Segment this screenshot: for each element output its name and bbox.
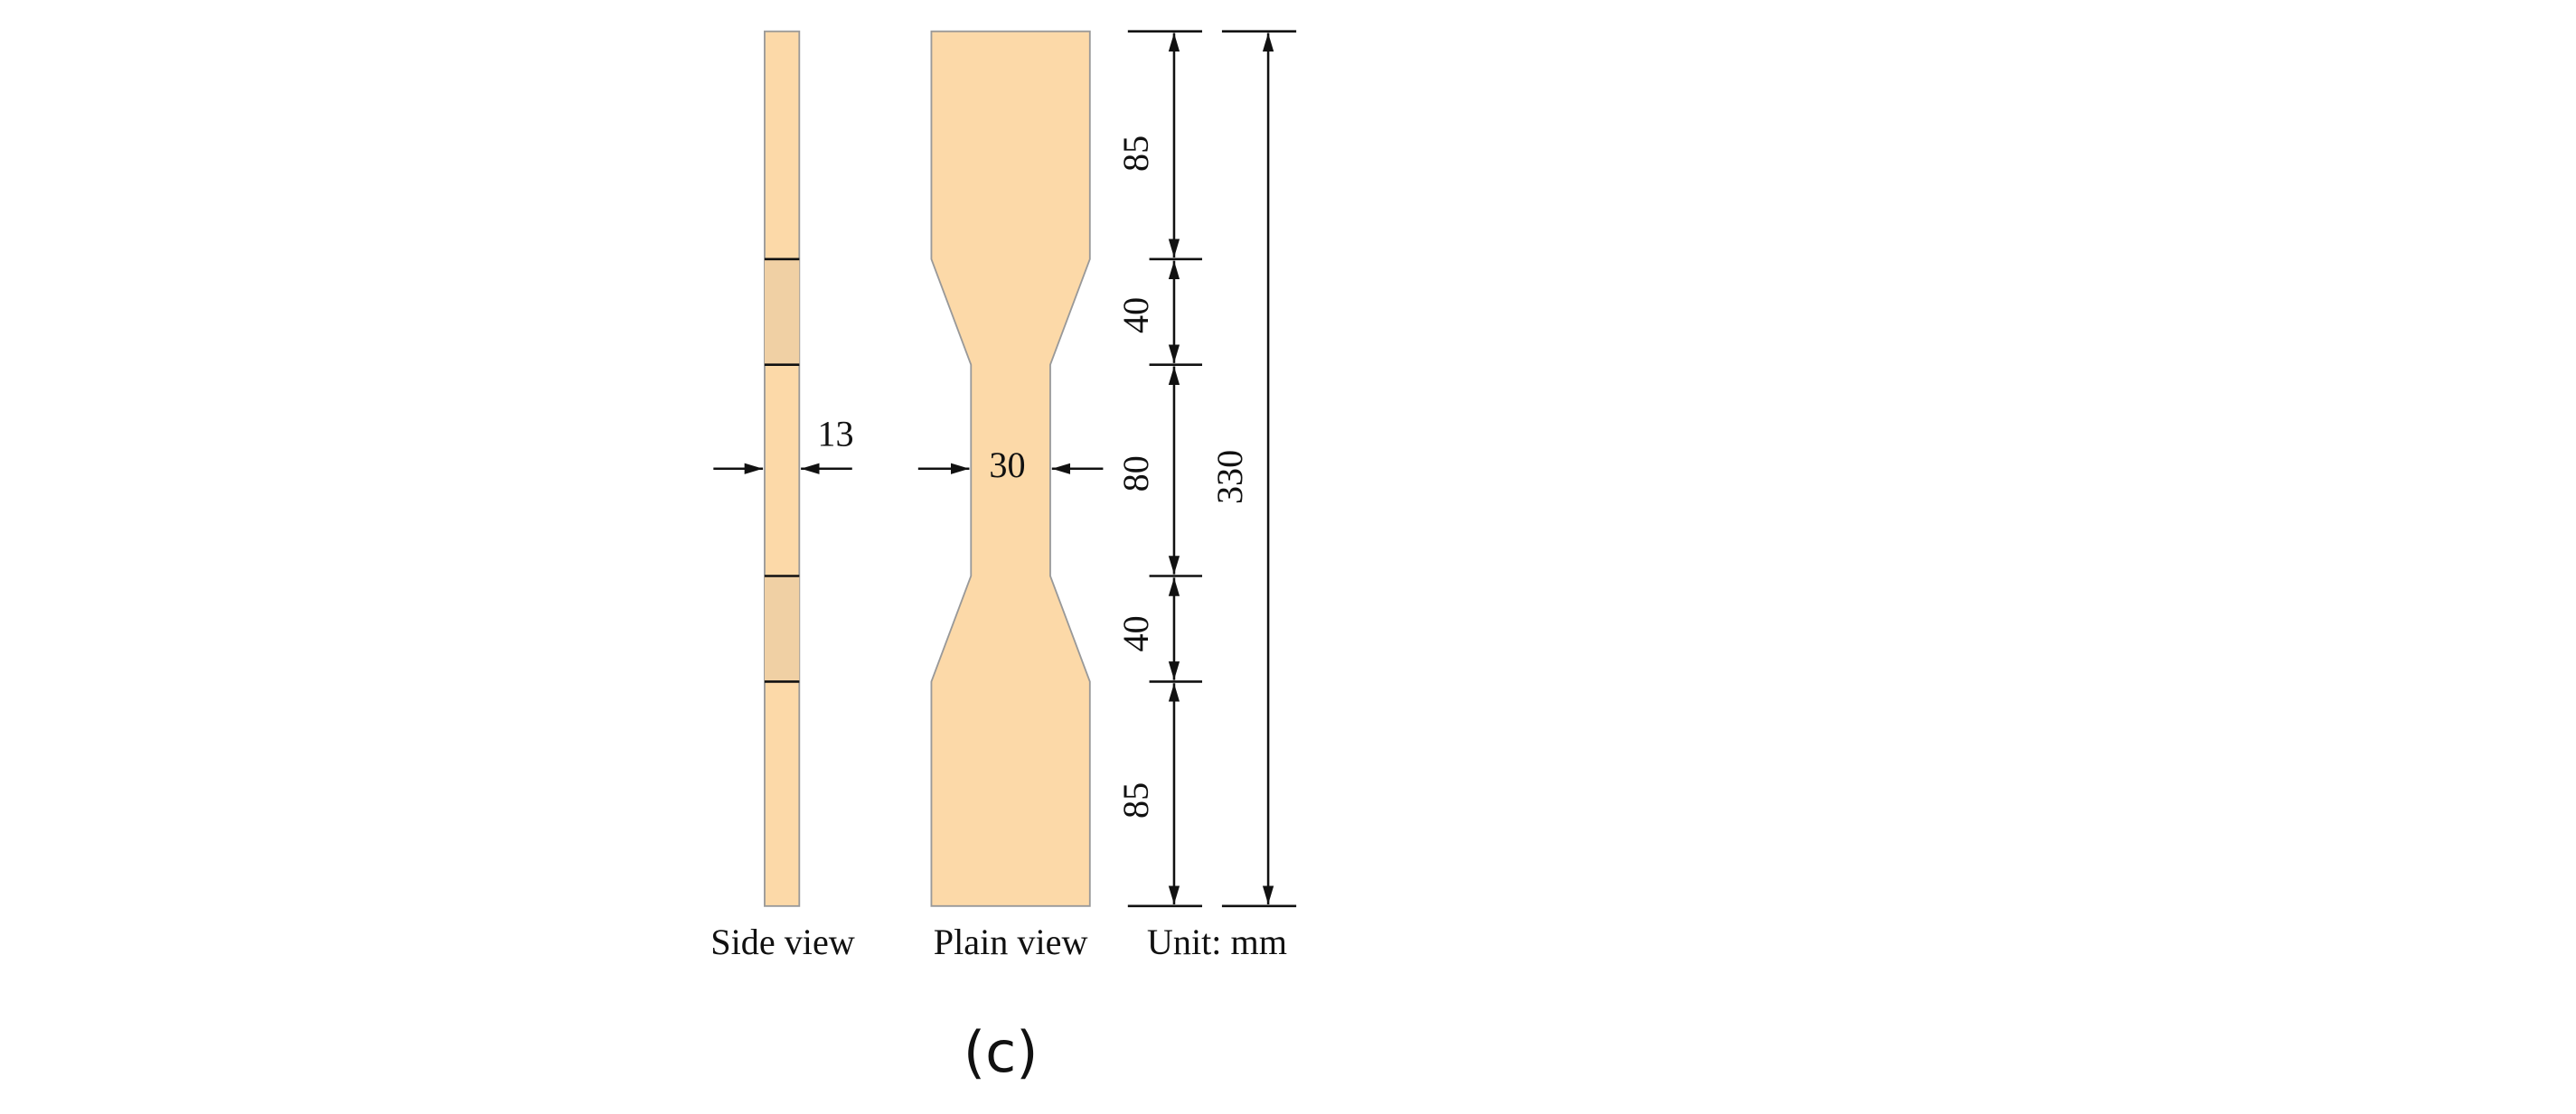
dim-label: 40 (1115, 297, 1156, 333)
plain-view: 30 (917, 30, 1104, 907)
view-label: Plain view (934, 922, 1088, 962)
caption: (c) (964, 1019, 1039, 1085)
thickness-label: 13 (817, 413, 853, 454)
view-label: Side view (710, 922, 855, 962)
dimension-chain: 85 40 80 40 85 330 (1115, 30, 1297, 908)
unit-label: Unit: mm (1147, 922, 1287, 962)
dim-label: 330 (1209, 450, 1250, 504)
dim-label: 40 (1115, 615, 1156, 651)
side-view: 13 (713, 30, 854, 907)
dim-label: 85 (1115, 782, 1156, 819)
width-label: 30 (989, 445, 1025, 485)
dim-label: 85 (1115, 136, 1156, 172)
dim-label: 80 (1115, 455, 1156, 491)
